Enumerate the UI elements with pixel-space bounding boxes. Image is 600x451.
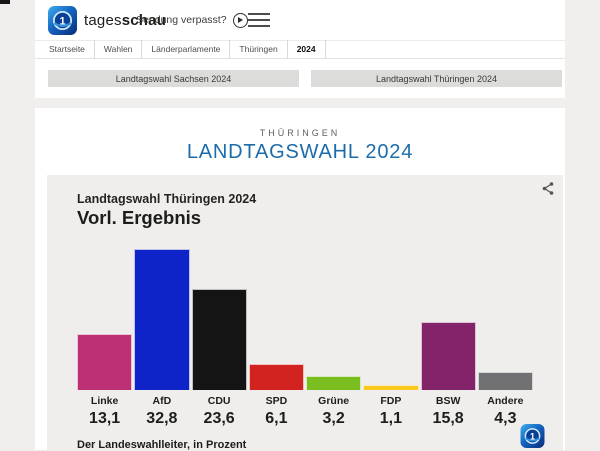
bar-area <box>420 240 476 390</box>
bar-spd <box>248 363 304 390</box>
bar-fdp <box>363 385 419 390</box>
bar-column: Andere 4,3 <box>477 240 533 428</box>
tab-landtagswahl-sachsen[interactable]: Landtagswahl Sachsen 2024 <box>48 70 299 87</box>
share-button[interactable] <box>540 180 556 196</box>
bars-row: Linke 13,1 AfD 32,8 CDU 23,6 SPD 6,1 Grüne 3,2 FDP… <box>77 240 533 428</box>
bar-label: AfD <box>152 395 172 407</box>
play-circle-icon <box>232 12 248 28</box>
bar-area <box>363 240 419 390</box>
bar-label: BSW <box>435 395 461 407</box>
bar-area <box>306 240 362 390</box>
election-tab-row: Landtagswahl Sachsen 2024 Landtagswahl T… <box>35 59 565 87</box>
result-chart: Landtagswahl Thüringen 2024 Vorl. Ergebn… <box>47 175 563 451</box>
bar-value: 3,2 <box>322 410 345 427</box>
page-title: LANDTAGSWAHL 2024 <box>186 141 414 163</box>
bar-column: CDU 23,6 <box>191 240 247 428</box>
bar-area <box>477 240 533 390</box>
bar-value: 1,1 <box>379 410 402 427</box>
chart-subtitle: Vorl. Ergebnis <box>77 207 202 228</box>
bar-column: FDP 1,1 <box>363 240 419 428</box>
bar-label: Grüne <box>318 395 350 407</box>
bar-value: 4,3 <box>494 410 517 427</box>
bar-area <box>248 240 304 390</box>
header-row: 1 tagesschau Sendung verpasst? <box>35 0 565 40</box>
bar-area <box>77 240 133 390</box>
bar-value: 15,8 <box>432 410 464 427</box>
catchup-button[interactable]: Sendung verpasst? <box>136 12 248 28</box>
bar-afd <box>134 249 190 390</box>
breadcrumb-item-thueringen[interactable]: Thüringen <box>230 40 288 59</box>
bar-label: Andere <box>487 395 524 407</box>
bar-value: 32,8 <box>146 410 178 427</box>
hamburger-menu-icon[interactable] <box>247 12 270 28</box>
tagesschau-watermark-icon: 1 <box>520 424 545 448</box>
bar-area <box>191 240 247 390</box>
tagesschau-globe-icon: 1 <box>48 5 77 35</box>
bar-value: 13,1 <box>89 410 121 427</box>
tagesschau-logo-link[interactable]: 1 tagesschau <box>48 5 167 35</box>
bar-label: Linke <box>90 395 119 407</box>
catchup-label: Sendung verpasst? <box>136 14 227 26</box>
bar-bsw <box>420 322 476 390</box>
brand-wordmark: tagesschau <box>84 11 167 29</box>
bar-value: 23,6 <box>203 410 235 427</box>
browser-corner-artifact <box>0 0 10 4</box>
region-kicker: THÜRINGEN <box>259 128 341 138</box>
tab-landtagswahl-thueringen[interactable]: Landtagswahl Thüringen 2024 <box>311 70 562 87</box>
bar-grüne <box>306 376 362 390</box>
chart-source: Der Landeswahlleiter, in Prozent <box>77 439 247 451</box>
chart-title: Landtagswahl Thüringen 2024 <box>77 192 257 206</box>
breadcrumb-item-laenderparlamente[interactable]: Länderparlamente <box>142 40 231 59</box>
site-header: 1 tagesschau Sendung verpasst? Startseit… <box>35 0 565 98</box>
bar-cdu <box>191 288 247 390</box>
bar-column: Grüne 3,2 <box>306 240 362 428</box>
bar-label: FDP <box>380 395 402 407</box>
bar-column: SPD 6,1 <box>248 240 304 428</box>
bar-area <box>134 240 190 390</box>
svg-text:1: 1 <box>530 431 535 441</box>
bar-label: SPD <box>265 395 288 407</box>
svg-text:1: 1 <box>59 15 65 27</box>
share-icon <box>542 181 554 195</box>
bar-column: Linke 13,1 <box>77 240 133 428</box>
bar-label: CDU <box>207 395 231 407</box>
election-result-section: THÜRINGEN LANDTAGSWAHL 2024 Landtagswahl… <box>35 108 565 451</box>
breadcrumb: Startseite Wahlen Länderparlamente Thüri… <box>35 40 565 59</box>
breadcrumb-item-2024[interactable]: 2024 <box>288 40 326 59</box>
bar-andere <box>477 371 533 390</box>
breadcrumb-item-wahlen[interactable]: Wahlen <box>95 40 143 59</box>
bar-column: BSW 15,8 <box>420 240 476 428</box>
bar-value: 6,1 <box>265 410 288 427</box>
breadcrumb-item-startseite[interactable]: Startseite <box>40 40 95 59</box>
bar-column: AfD 32,8 <box>134 240 190 428</box>
bar-linke <box>77 333 133 390</box>
